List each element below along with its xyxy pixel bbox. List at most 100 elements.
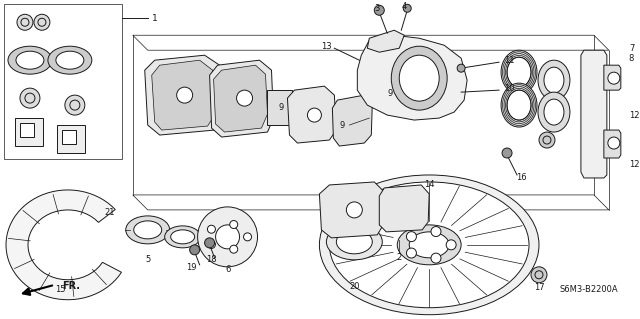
- Ellipse shape: [134, 221, 162, 239]
- Text: 18: 18: [206, 255, 217, 264]
- Text: 6: 6: [225, 265, 230, 274]
- Ellipse shape: [409, 232, 449, 258]
- Circle shape: [198, 207, 257, 267]
- Text: 12: 12: [629, 160, 639, 169]
- Ellipse shape: [56, 51, 84, 69]
- Ellipse shape: [397, 225, 461, 265]
- Circle shape: [403, 4, 412, 12]
- Polygon shape: [145, 55, 221, 135]
- Text: 2: 2: [397, 253, 402, 262]
- Ellipse shape: [544, 99, 564, 125]
- Text: 21: 21: [104, 208, 115, 218]
- Circle shape: [307, 108, 321, 122]
- Bar: [268, 90, 292, 125]
- Text: 9: 9: [279, 103, 284, 112]
- Ellipse shape: [326, 224, 382, 260]
- Polygon shape: [604, 130, 621, 158]
- Circle shape: [406, 248, 417, 258]
- Polygon shape: [152, 60, 214, 130]
- Text: 9: 9: [387, 89, 392, 98]
- Circle shape: [237, 90, 253, 106]
- Circle shape: [446, 240, 456, 250]
- Polygon shape: [380, 185, 429, 232]
- Ellipse shape: [126, 216, 170, 244]
- Circle shape: [244, 233, 252, 241]
- Text: 15: 15: [54, 285, 65, 294]
- Circle shape: [531, 267, 547, 283]
- Text: 9: 9: [339, 121, 344, 130]
- Ellipse shape: [337, 230, 372, 254]
- Ellipse shape: [391, 46, 447, 110]
- Text: 13: 13: [321, 42, 332, 51]
- Circle shape: [65, 95, 85, 115]
- Text: 12: 12: [629, 111, 639, 120]
- Ellipse shape: [16, 51, 44, 69]
- Text: 1: 1: [152, 14, 157, 23]
- Circle shape: [17, 14, 33, 30]
- Circle shape: [374, 5, 384, 15]
- Circle shape: [502, 148, 512, 158]
- Ellipse shape: [507, 57, 531, 87]
- Polygon shape: [210, 60, 273, 137]
- Text: 11: 11: [504, 56, 515, 65]
- Bar: [4, 4, 122, 159]
- Circle shape: [230, 245, 237, 253]
- Ellipse shape: [501, 83, 537, 127]
- Text: 3: 3: [374, 4, 380, 13]
- Ellipse shape: [319, 175, 539, 315]
- Circle shape: [207, 225, 216, 233]
- Ellipse shape: [501, 50, 537, 94]
- Polygon shape: [332, 95, 372, 146]
- Circle shape: [457, 64, 465, 72]
- Circle shape: [230, 220, 237, 228]
- Bar: [57, 125, 85, 153]
- Bar: [62, 130, 76, 144]
- Ellipse shape: [544, 67, 564, 93]
- Circle shape: [608, 72, 620, 84]
- Circle shape: [431, 253, 441, 263]
- Ellipse shape: [171, 230, 195, 244]
- Polygon shape: [604, 65, 621, 90]
- Polygon shape: [319, 182, 384, 238]
- Circle shape: [346, 202, 362, 218]
- Text: 16: 16: [516, 174, 526, 182]
- Polygon shape: [214, 65, 268, 132]
- Polygon shape: [6, 190, 122, 300]
- Text: 8: 8: [629, 54, 634, 63]
- Polygon shape: [367, 30, 404, 52]
- Circle shape: [539, 132, 555, 148]
- Ellipse shape: [507, 90, 531, 120]
- Ellipse shape: [164, 226, 200, 248]
- Circle shape: [34, 14, 50, 30]
- Text: 20: 20: [349, 282, 360, 291]
- Ellipse shape: [538, 92, 570, 132]
- Circle shape: [20, 88, 40, 108]
- Polygon shape: [287, 86, 337, 143]
- Circle shape: [207, 241, 216, 249]
- Text: 10: 10: [504, 84, 515, 93]
- Text: 14: 14: [424, 181, 435, 189]
- Text: FR.: FR.: [62, 281, 80, 291]
- Ellipse shape: [399, 55, 439, 101]
- Circle shape: [431, 226, 441, 237]
- Polygon shape: [357, 35, 467, 120]
- Text: 5: 5: [145, 255, 150, 264]
- Ellipse shape: [8, 46, 52, 74]
- Text: 4: 4: [402, 2, 407, 11]
- Ellipse shape: [538, 60, 570, 100]
- Circle shape: [406, 232, 417, 241]
- Text: 19: 19: [186, 263, 197, 272]
- Ellipse shape: [330, 182, 529, 308]
- Circle shape: [205, 238, 214, 248]
- Circle shape: [608, 137, 620, 149]
- Text: 17: 17: [534, 283, 544, 292]
- Polygon shape: [581, 50, 607, 178]
- Bar: [20, 123, 34, 137]
- Circle shape: [189, 245, 200, 255]
- Circle shape: [177, 87, 193, 103]
- Ellipse shape: [48, 46, 92, 74]
- Circle shape: [216, 225, 239, 249]
- Text: S6M3-B2200A: S6M3-B2200A: [559, 285, 618, 294]
- Bar: [15, 118, 43, 146]
- Text: 7: 7: [629, 44, 634, 53]
